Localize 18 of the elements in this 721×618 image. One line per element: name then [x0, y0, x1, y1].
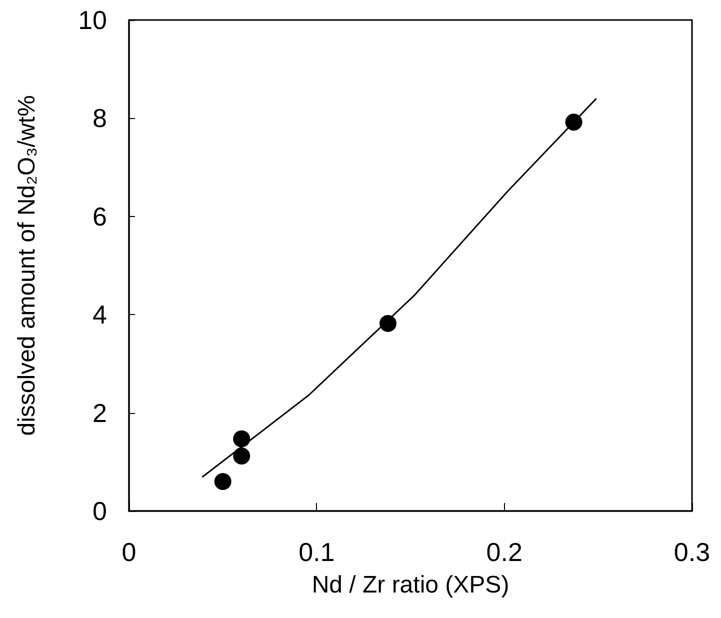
y-tick-label: 0	[92, 496, 107, 526]
y-tick-label: 2	[92, 398, 107, 428]
y-tick-label: 4	[92, 300, 107, 330]
point	[214, 473, 232, 490]
x-tick-label: 0.2	[486, 537, 522, 567]
y-tick-label: 10	[78, 5, 107, 35]
y-tick-label: 6	[92, 201, 107, 232]
point	[233, 448, 250, 465]
y-axis-title: dissolved amount of Nd₂O₃/wt%	[14, 95, 40, 436]
x-tick-label: 0.1	[298, 537, 335, 567]
x-tick-label: 0	[122, 537, 136, 567]
x-axis-title: Nd / Zr ratio (XPS)	[312, 572, 510, 598]
y-tick-label: 8	[92, 103, 107, 134]
point	[565, 114, 582, 131]
line-series	[201, 98, 598, 478]
point	[379, 314, 396, 332]
point	[233, 430, 250, 448]
x-tick-label: 0.3	[674, 537, 710, 567]
